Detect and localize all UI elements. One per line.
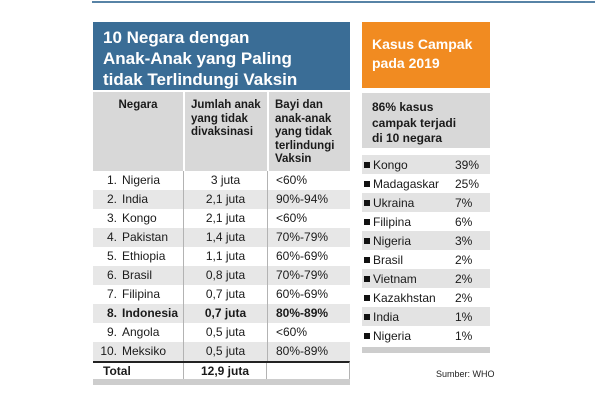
unvaccinated-cell: 2,1 juta: [183, 190, 267, 209]
country-cell: 10. Meksiko: [100, 344, 167, 358]
table-header: Negara Jumlah anak yang tidak divaksinas…: [93, 92, 350, 171]
bullet-square-icon: [364, 161, 370, 168]
measles-highlight-line: di 10 negara: [372, 131, 443, 145]
measles-list-item: India 1%: [362, 307, 490, 326]
total-value: 12,9 juta: [182, 363, 267, 379]
table-row: 6. Brasil 0,8 juta 70%-79%: [93, 266, 350, 285]
unvaccinated-cell: 1,1 juta: [183, 247, 267, 266]
unvaccinated-cell: 0,5 juta: [183, 342, 267, 361]
measles-list-item: Kongo 39%: [362, 155, 490, 174]
bullet-square-icon: [364, 332, 370, 339]
bullet-square-icon: [364, 313, 370, 320]
bullet-square-icon: [364, 180, 370, 187]
main-title-line: 10 Negara dengan: [103, 28, 250, 47]
main-title-line: tidak Terlindungi Vaksin: [103, 70, 298, 89]
country-cell: 6. Brasil: [106, 268, 153, 282]
coverage-cell: 90%-94%: [267, 190, 350, 209]
table-body: 1. Nigeria 3 juta <60% 2. India 2,1 juta 9…: [93, 171, 350, 361]
measles-list-item: Nigeria 3%: [362, 231, 490, 250]
measles-list-item: Filipina 6%: [362, 212, 490, 231]
coverage-cell: 80%-89%: [267, 304, 350, 323]
table-row: 9. Angola 0,5 juta <60%: [93, 323, 350, 342]
unvaccinated-cell: 0,7 juta: [183, 285, 267, 304]
country-cell: 2. India: [106, 192, 149, 206]
bullet-square-icon: [364, 237, 370, 244]
column-header-coverage: Bayi dan anak-anak yang tidak terlindung…: [267, 92, 350, 171]
measles-list-item: Ukraina 7%: [362, 193, 490, 212]
unvaccinated-cell: 0,7 juta: [183, 304, 267, 323]
measles-title-line: Kasus Campak: [372, 36, 473, 52]
measles-list-item: Kazakhstan 2%: [362, 288, 490, 307]
measles-title-line: pada 2019: [372, 55, 440, 71]
country-cell: 4. Pakistan: [106, 230, 169, 244]
column-header-country: Negara: [118, 99, 158, 111]
bullet-square-icon: [364, 199, 370, 206]
measles-highlight: 86% kasus campak terjadi di 10 negara: [362, 93, 490, 148]
measles-highlight-line: 86% kasus: [372, 100, 434, 114]
coverage-cell: 80%-89%: [267, 342, 350, 361]
measles-country-list: Kongo 39% Madagaskar 25% Ukraina 7% Fili…: [362, 155, 490, 345]
table-row-indonesia-highlight: 8. Indonesia 0,7 juta 80%-89%: [93, 304, 350, 323]
total-label: Total: [103, 364, 131, 378]
coverage-cell: <60%: [267, 209, 350, 228]
measles-highlight-line: campak terjadi: [372, 115, 457, 130]
table-row: 10. Meksiko 0,5 juta 80%-89%: [93, 342, 350, 361]
total-empty-cell: [266, 363, 349, 379]
bullet-square-icon: [364, 294, 370, 301]
top-divider: [92, 1, 595, 3]
measles-list-item: Brasil 2%: [362, 250, 490, 269]
table-total-row: Total 12,9 juta: [93, 361, 350, 379]
country-cell: 5. Ethiopia: [106, 249, 166, 263]
measles-list-item: Vietnam 2%: [362, 269, 490, 288]
country-cell: 9. Angola: [106, 325, 160, 339]
country-cell: 1. Nigeria: [106, 173, 161, 187]
measles-title: Kasus Campak pada 2019: [362, 22, 490, 88]
coverage-cell: 70%-79%: [267, 266, 350, 285]
table-row: 4. Pakistan 1,4 juta 70%-79%: [93, 228, 350, 247]
table-row: 7. Filipina 0,7 juta 60%-69%: [93, 285, 350, 304]
country-cell: 8. Indonesia: [106, 306, 179, 320]
column-header-unvaccinated: Jumlah anak yang tidak divaksinasi: [183, 92, 267, 171]
table-row: 3. Kongo 2,1 juta <60%: [93, 209, 350, 228]
unvaccinated-cell: 0,5 juta: [183, 323, 267, 342]
coverage-cell: <60%: [267, 171, 350, 190]
unvaccinated-cell: 1,4 juta: [183, 228, 267, 247]
bullet-square-icon: [364, 275, 370, 282]
unvaccinated-cell: 0,8 juta: [183, 266, 267, 285]
unvaccinated-cell: 2,1 juta: [183, 209, 267, 228]
coverage-cell: <60%: [267, 323, 350, 342]
measles-list-item: Madagaskar 25%: [362, 174, 490, 193]
table-row: 2. India 2,1 juta 90%-94%: [93, 190, 350, 209]
table-row: 5. Ethiopia 1,1 juta 60%-69%: [93, 247, 350, 266]
coverage-cell: 70%-79%: [267, 228, 350, 247]
main-title-line: Anak-Anak yang Paling: [103, 49, 292, 68]
country-cell: 7. Filipina: [106, 287, 161, 301]
source-credit: Sumber: WHO: [436, 369, 495, 379]
main-title: 10 Negara dengan Anak-Anak yang Paling t…: [93, 22, 350, 90]
coverage-cell: 60%-69%: [267, 285, 350, 304]
bullet-square-icon: [364, 256, 370, 263]
bullet-square-icon: [364, 218, 370, 225]
coverage-cell: 60%-69%: [267, 247, 350, 266]
table-bottom-bar: [93, 379, 350, 385]
measles-list-item: Nigeria 1%: [362, 326, 490, 345]
unvaccinated-cell: 3 juta: [183, 171, 267, 190]
table-row: 1. Nigeria 3 juta <60%: [93, 171, 350, 190]
list-bottom-bar: [362, 347, 490, 353]
country-cell: 3. Kongo: [106, 211, 157, 225]
